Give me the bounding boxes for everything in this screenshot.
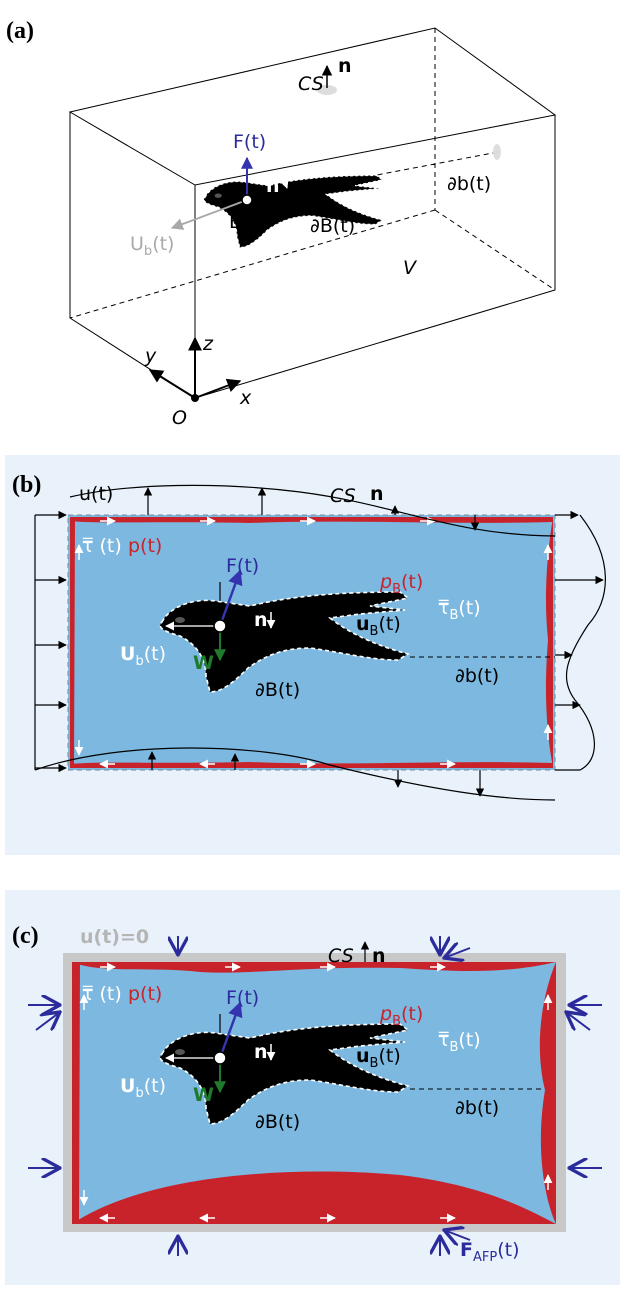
label: ∂b(t): [447, 173, 491, 195]
panel-b: (b) u(t) CS n τ̿ (t) p(t) F(t) n Ub(t) W…: [5, 455, 620, 855]
label-sub: b: [144, 244, 152, 259]
panel-label: (b): [12, 472, 41, 498]
pressure-strip: [72, 962, 80, 1224]
label: ∂B(t): [255, 1111, 300, 1133]
label: n: [338, 55, 352, 77]
label: ∂B(t): [310, 215, 355, 237]
label: CS: [330, 485, 356, 507]
label: n: [254, 609, 268, 631]
label-base: τ̿: [438, 597, 449, 619]
cs-patch: [493, 144, 501, 160]
label: u(t): [79, 483, 113, 505]
label: y: [144, 345, 157, 367]
label-base: p: [379, 1003, 392, 1025]
label-sub: B: [370, 1056, 379, 1071]
label: n: [254, 1041, 268, 1063]
label: Ub(t): [130, 233, 174, 259]
label: τ̿ (t): [82, 983, 122, 1005]
label: ∂B(t): [255, 679, 300, 701]
panel-label: (a): [6, 18, 34, 44]
label: W: [193, 1084, 214, 1106]
label: W: [193, 652, 214, 674]
label-sub: B: [392, 582, 401, 597]
label: p(t): [128, 983, 162, 1005]
figure: (a) CS n F(t) n B Ub(t) ∂B(t) ∂b(t) V z …: [0, 0, 625, 1290]
label-arg: (t): [401, 571, 423, 593]
page-body: {"panels":[ {"label":"(a)","labels":{"cs…: [0, 0, 625, 1290]
page: Control volume diagram html,body{margin:…: [0, 0, 625, 1290]
label: n: [266, 175, 280, 197]
label: n: [372, 945, 386, 967]
origin-dot: [191, 394, 199, 402]
label: F(t): [233, 131, 266, 153]
label: z: [202, 333, 214, 355]
label-base: τ̿: [438, 1029, 449, 1051]
label: O: [172, 407, 187, 429]
label: ∂b(t): [455, 1097, 499, 1119]
label-arg: (t): [144, 643, 166, 665]
label-base: u: [356, 613, 370, 635]
label: V: [403, 257, 418, 279]
label-arg: (t): [144, 1075, 166, 1097]
panel-label: (c): [12, 923, 39, 949]
label-sub: B: [449, 1040, 458, 1055]
label: CS: [298, 73, 324, 95]
label-arg: (t): [458, 597, 480, 619]
label-sub: b: [135, 1086, 143, 1101]
label-arg: (t): [401, 1003, 423, 1025]
label: ∂b(t): [455, 665, 499, 687]
label-sub: B: [370, 624, 379, 639]
body-point: [214, 1052, 226, 1064]
label-arg: (t): [378, 1045, 400, 1067]
label: F(t): [226, 987, 259, 1009]
label: u(t)=0: [80, 926, 149, 948]
label-arg: (t): [497, 1239, 519, 1261]
label-sub: AFP: [473, 1250, 497, 1265]
label: p(t): [128, 535, 162, 557]
label-sub: B: [392, 1014, 401, 1029]
label: CS: [328, 945, 354, 967]
label: x: [239, 387, 252, 409]
label-base: U: [120, 1075, 135, 1097]
label-base: U: [120, 643, 135, 665]
label-sub: b: [135, 654, 143, 669]
label: τ̿ (t): [82, 535, 122, 557]
label-arg: (t): [378, 613, 400, 635]
label-arg: (t): [458, 1029, 480, 1051]
label: F(t): [226, 555, 259, 577]
label: n: [370, 483, 384, 505]
panel-a: (a) CS n F(t) n B Ub(t) ∂B(t) ∂b(t) V z …: [6, 18, 555, 429]
label: B: [229, 211, 242, 233]
label-sub: B: [449, 608, 458, 623]
panel-c: (c) u(t)=0 CS n τ̿ (t) p(t) F(t) n Ub(t)…: [5, 890, 620, 1285]
body-point: [214, 620, 226, 632]
label-base: p: [379, 571, 392, 593]
label-base: U: [130, 233, 144, 255]
label-base: F: [460, 1239, 473, 1261]
label-arg: (t): [152, 233, 174, 255]
label-base: u: [356, 1045, 370, 1067]
body-point: [242, 195, 252, 205]
